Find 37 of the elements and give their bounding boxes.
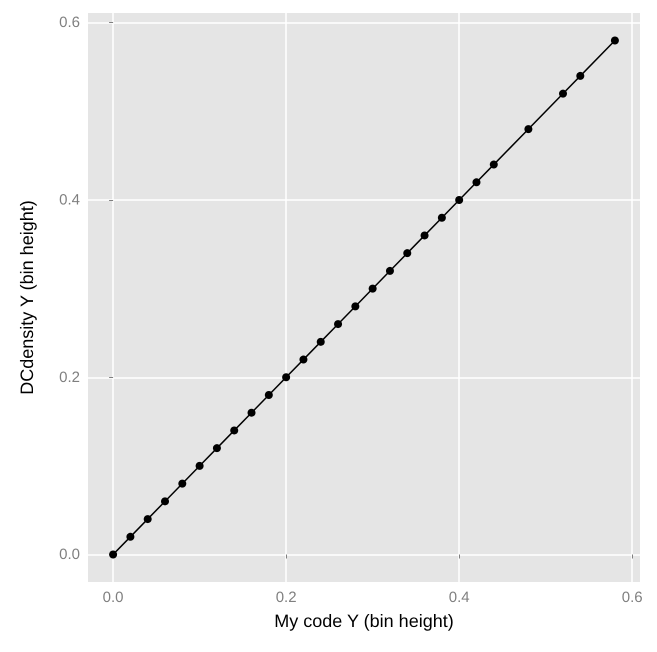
y-tick-label: 0.0 [59,546,80,564]
y-axis-title: DCdensity Y (bin height) [17,200,37,395]
point [248,408,256,417]
y-tick-label: 0.6 [59,14,80,32]
point [559,90,567,98]
x-tick-label: 0.2 [276,589,297,606]
point [351,302,360,310]
point [212,444,221,452]
x-tick-label: 0.0 [102,589,124,606]
point [403,249,412,258]
point [109,550,118,559]
point [178,480,186,488]
point [196,462,204,470]
point [472,178,480,186]
point [299,356,308,364]
x-tick-label: 0.4 [448,589,470,606]
point [420,231,429,240]
point [490,160,498,169]
point [282,373,290,382]
point [230,426,238,434]
point [126,532,134,541]
point [576,72,584,80]
point [368,284,377,293]
y-tick-label: 0.2 [59,368,80,386]
x-tick-label: 0.6 [622,589,643,606]
y-tick-label: 0.4 [59,192,80,209]
point [438,214,446,222]
x-axis-title: My code Y (bin height) [274,611,454,631]
point [610,36,619,44]
point [455,196,464,204]
point [334,320,342,328]
point [524,125,532,134]
point [264,390,273,399]
point [386,266,394,275]
point [161,497,170,506]
point [316,338,325,346]
point [144,515,152,524]
